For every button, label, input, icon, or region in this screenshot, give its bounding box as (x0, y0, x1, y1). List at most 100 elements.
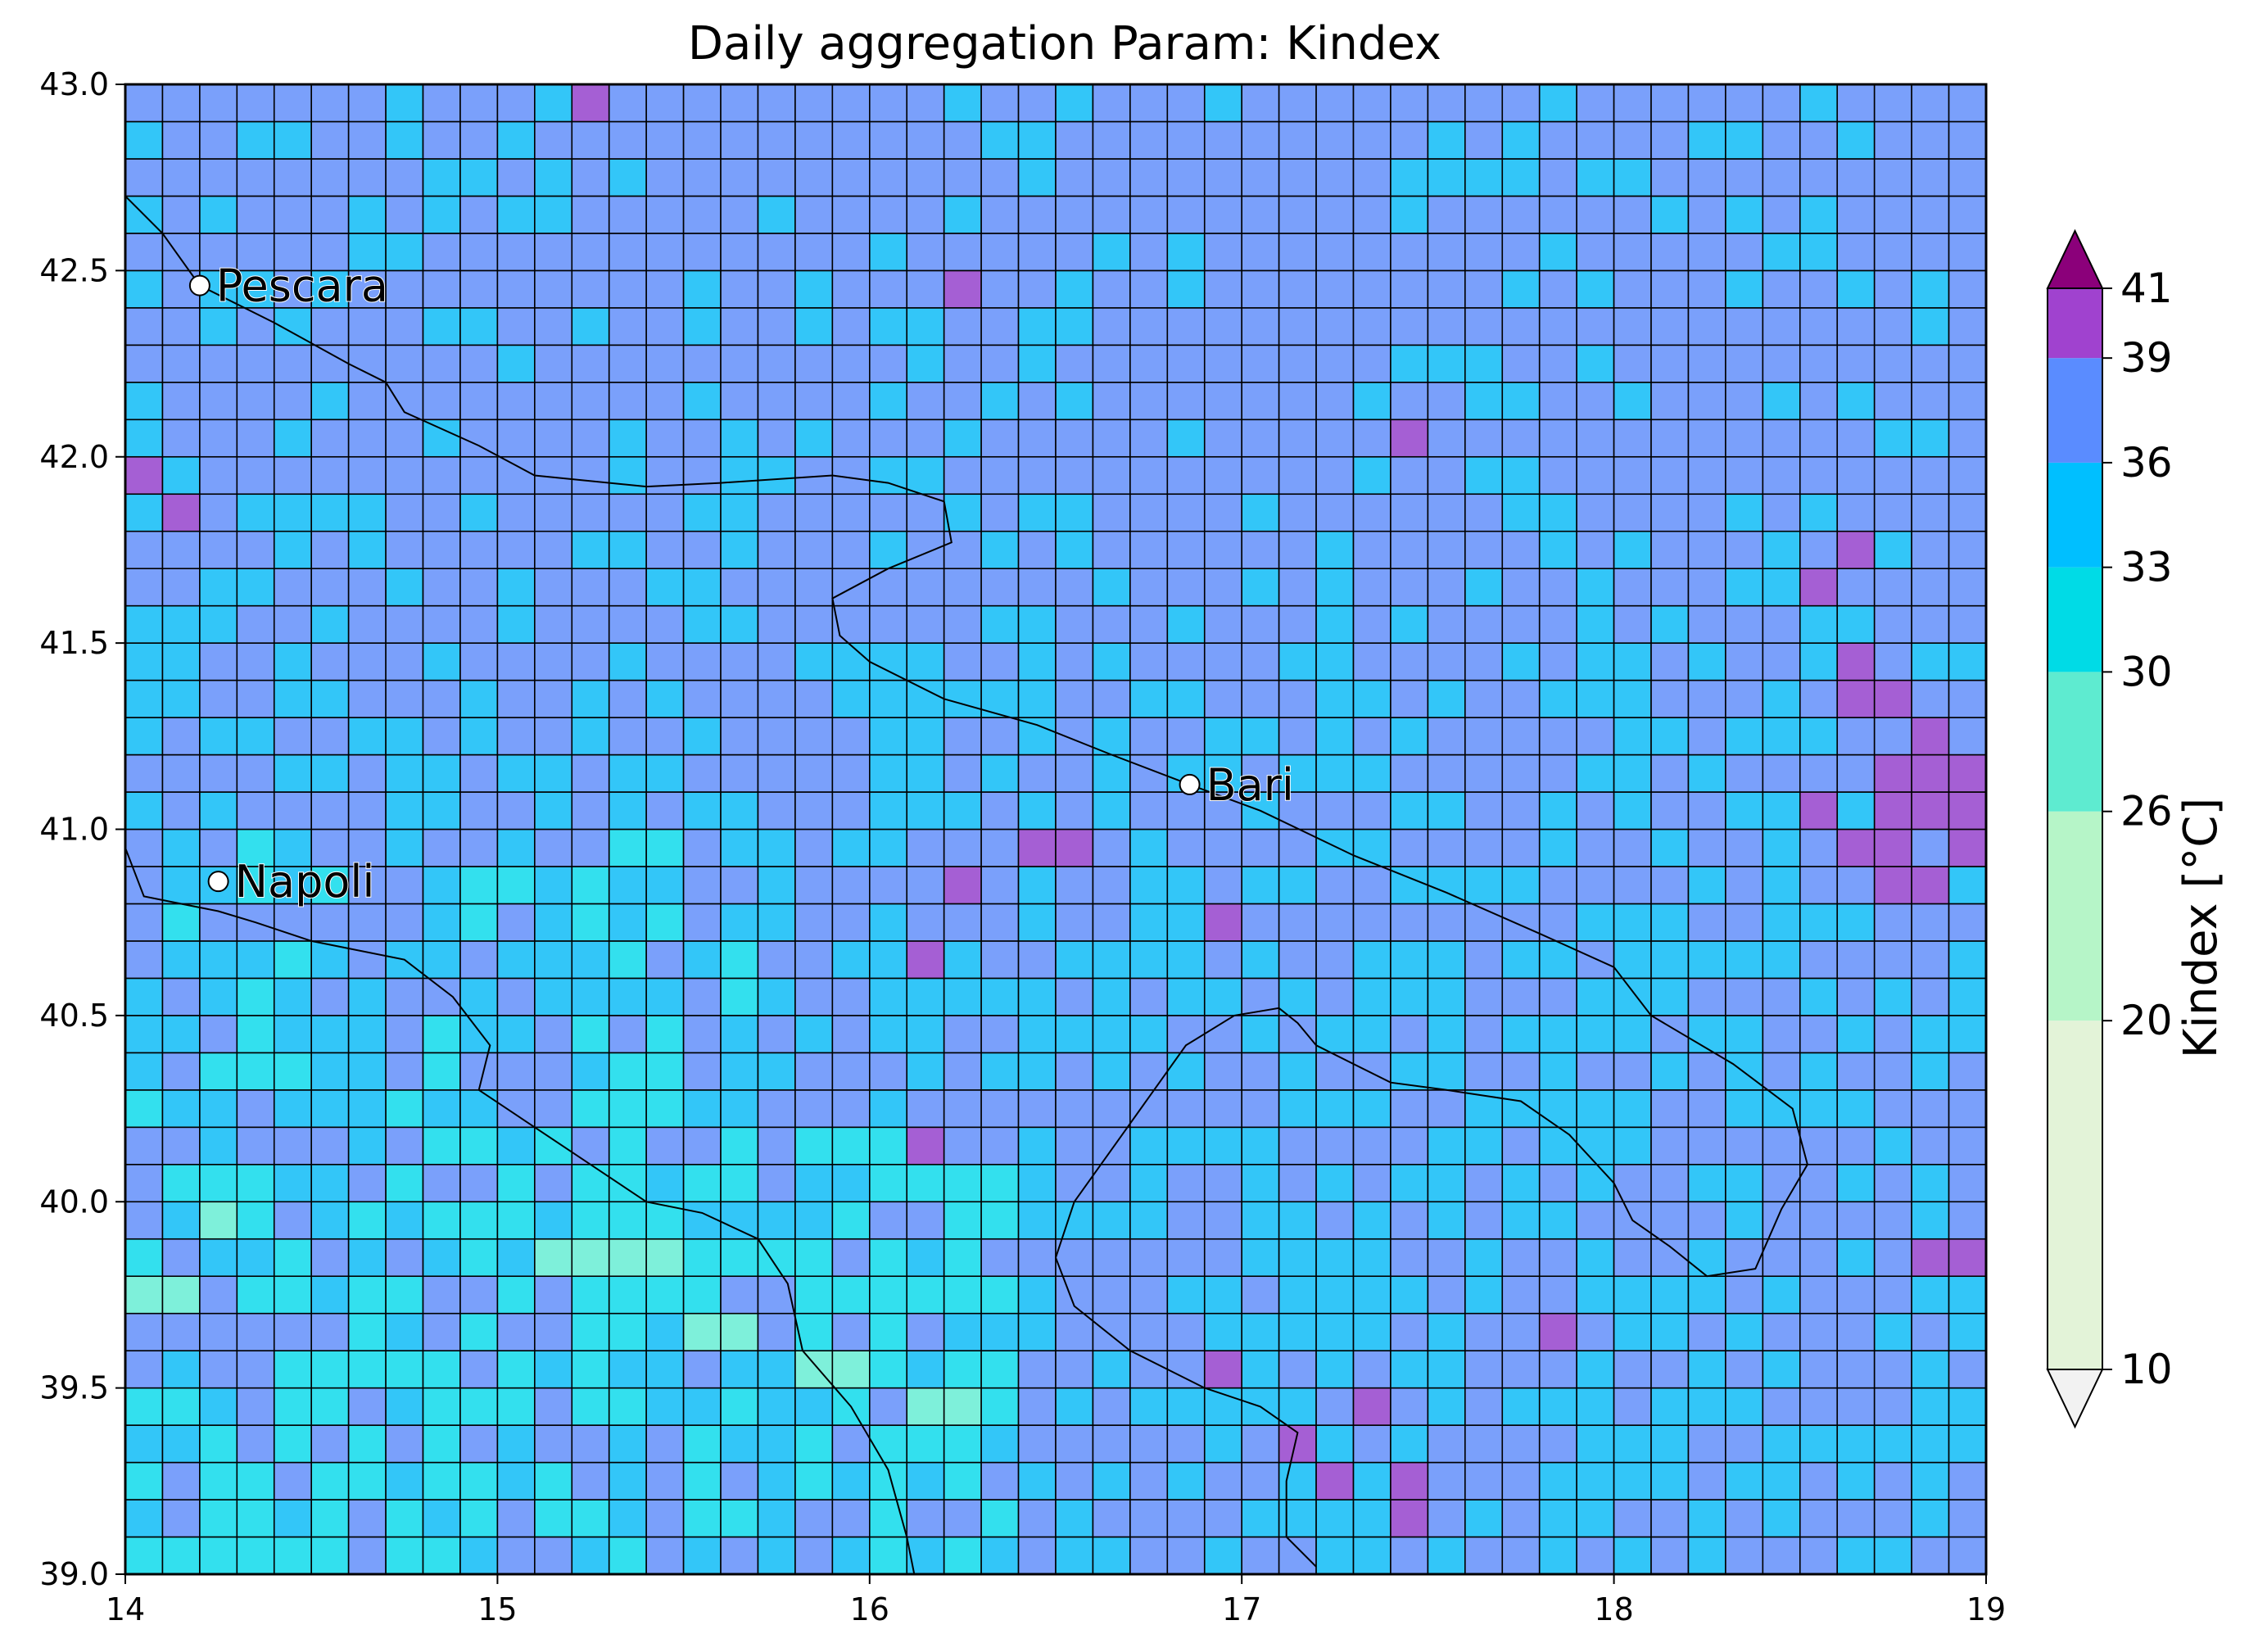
grid-cell (1464, 1201, 1504, 1240)
grid-cell (869, 1163, 908, 1203)
grid-cell (571, 1052, 610, 1091)
grid-cell (869, 1387, 908, 1426)
grid-cell (645, 158, 685, 197)
grid-cell (1315, 195, 1355, 234)
grid-cell (720, 828, 759, 867)
grid-cell (906, 419, 945, 458)
grid-cell (1501, 1163, 1541, 1203)
grid-cell (124, 1350, 164, 1389)
grid-cell (608, 493, 647, 532)
grid-cell (1427, 233, 1466, 272)
grid-cell (1241, 866, 1280, 905)
grid-cell (1427, 604, 1466, 644)
grid-cell (1017, 195, 1057, 234)
grid-cell (1427, 120, 1466, 160)
colorbar-segment (2048, 1021, 2102, 1369)
grid-cell (1278, 717, 1317, 756)
grid-cell (831, 530, 871, 569)
grid-cell (1017, 940, 1057, 980)
grid-cell (1948, 604, 1987, 644)
grid-cell (385, 1126, 424, 1165)
grid-cell (422, 1052, 461, 1091)
grid-cell (1241, 791, 1280, 831)
grid-cell (124, 1201, 164, 1240)
grid-cell (1464, 1499, 1504, 1538)
grid-cell (161, 1312, 201, 1351)
grid-cell (496, 866, 536, 905)
grid-cell (1873, 1461, 1912, 1500)
grid-cell (1650, 530, 1690, 569)
grid-cell (1166, 455, 1206, 496)
grid-cell (273, 1015, 313, 1054)
grid-cell (347, 828, 387, 867)
grid-cell (124, 1461, 164, 1500)
grid-cell (534, 940, 573, 980)
grid-cell (1911, 307, 1950, 346)
grid-cell (943, 307, 982, 346)
grid-cell (534, 269, 573, 309)
grid-cell (161, 1126, 201, 1165)
grid-cell (645, 828, 685, 867)
grid-cell (1799, 679, 1839, 718)
grid-cell (534, 84, 573, 123)
grid-cell (1576, 1350, 1615, 1389)
grid-cell (1129, 493, 1169, 532)
grid-cell (794, 604, 834, 644)
y-tick-label: 42.0 (39, 439, 109, 475)
grid-cell (1799, 493, 1839, 532)
grid-cell (1278, 903, 1317, 942)
grid-cell (422, 455, 461, 496)
grid-cell (1948, 866, 1987, 905)
grid-cell (1948, 307, 1987, 346)
grid-cell (273, 344, 313, 383)
grid-cell (869, 381, 908, 421)
grid-cell (1017, 1126, 1057, 1165)
grid-cell (161, 1201, 201, 1240)
grid-cell (1017, 977, 1057, 1016)
grid-cell (199, 1015, 238, 1054)
grid-cell (347, 1387, 387, 1426)
grid-cell (1501, 307, 1541, 346)
grid-cell (347, 1424, 387, 1464)
grid-cell (1762, 1201, 1801, 1240)
grid-cell (1241, 642, 1280, 681)
grid-cell (980, 530, 1020, 569)
grid-cell (1799, 1052, 1839, 1091)
grid-cell (1873, 493, 1912, 532)
grid-cell (1278, 158, 1317, 197)
grid-cell (571, 1163, 610, 1203)
grid-cell (422, 1536, 461, 1575)
grid-cell (124, 1312, 164, 1351)
grid-cell (1613, 1052, 1652, 1091)
grid-cell (608, 1387, 647, 1426)
grid-cell (1501, 642, 1541, 681)
grid-cell (571, 269, 610, 309)
grid-cell (199, 493, 238, 532)
grid-cell (199, 1052, 238, 1091)
grid-cell (757, 158, 796, 197)
grid-cell (1687, 530, 1726, 569)
grid-cell (236, 940, 275, 980)
grid-cell (1762, 233, 1801, 272)
grid-cell (1911, 717, 1950, 756)
grid-cell (124, 419, 164, 458)
grid-cell (682, 1126, 722, 1165)
grid-cell (1390, 233, 1429, 272)
grid-cell (1762, 1126, 1801, 1165)
grid-cell (1725, 828, 1764, 867)
grid-cell (831, 791, 871, 831)
grid-cell (385, 1499, 424, 1538)
grid-cell (1092, 158, 1131, 197)
grid-cell (1687, 158, 1726, 197)
grid-cell (608, 1350, 647, 1389)
grid-cell (794, 158, 834, 197)
grid-cell (1055, 120, 1094, 160)
grid-cell (571, 84, 610, 123)
grid-cell (1799, 1387, 1839, 1426)
grid-cell (1352, 455, 1391, 496)
grid-cell (1203, 158, 1243, 197)
grid-cell (1017, 419, 1057, 458)
grid-cell (794, 717, 834, 756)
grid-cell (1092, 1424, 1131, 1464)
grid-cell (794, 1350, 834, 1389)
